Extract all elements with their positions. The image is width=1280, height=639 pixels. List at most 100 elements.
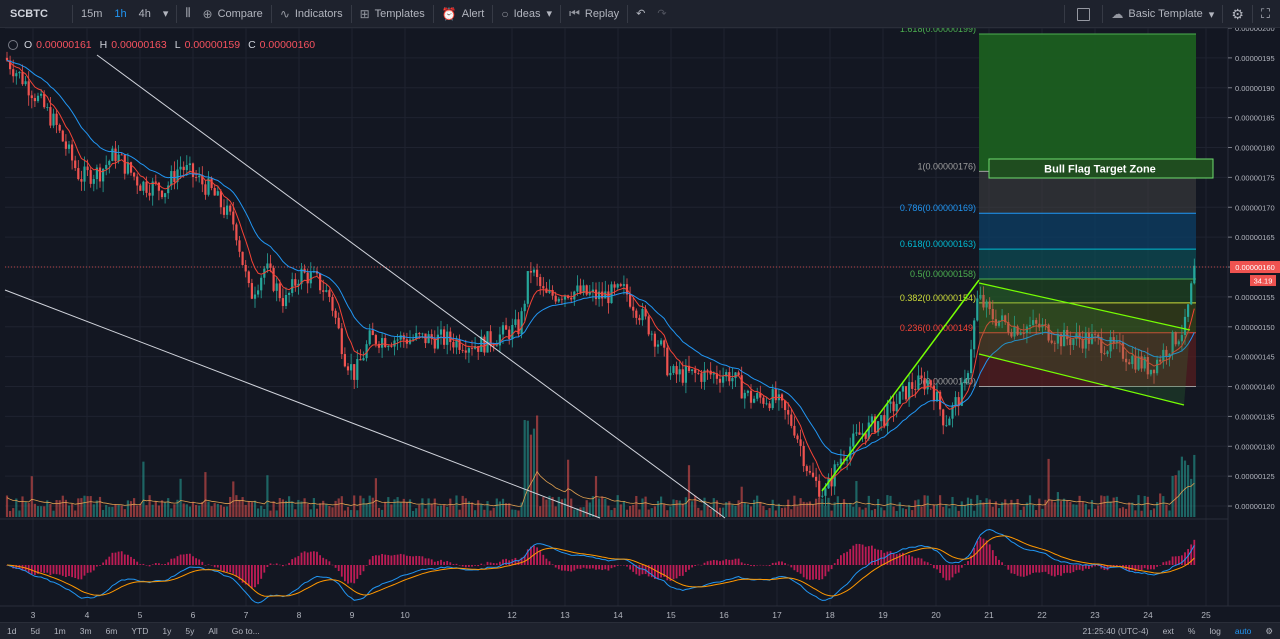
volume-bar	[157, 505, 160, 517]
macd-histogram-bar	[260, 565, 263, 579]
macd-histogram-bar	[753, 565, 755, 567]
range-all-button[interactable]: All	[208, 626, 218, 636]
range-1d-button[interactable]: 1d	[7, 626, 17, 636]
clock[interactable]: 21:25:40 (UTC-4)	[1082, 626, 1149, 636]
macd-histogram-bar	[375, 555, 377, 565]
ext-toggle[interactable]: ext	[1162, 626, 1174, 636]
candle-body	[430, 334, 433, 339]
volume-bar	[765, 510, 768, 517]
alert-button[interactable]: ⏰ Alert	[436, 0, 491, 28]
flag-channel-lower	[978, 353, 1185, 406]
volume-bar	[247, 501, 250, 517]
volume-bar	[58, 500, 61, 517]
volume-bar	[1044, 499, 1047, 517]
volume-bar	[495, 498, 498, 517]
symbol-search[interactable]: SCBTC	[10, 7, 48, 20]
range-1y-button[interactable]: 1y	[162, 626, 172, 636]
macd-histogram-bar	[77, 565, 80, 580]
high-label: H	[99, 39, 108, 51]
volume-bar	[461, 495, 464, 517]
volume-bar	[1019, 509, 1022, 517]
macd-histogram-bar	[1165, 561, 1168, 565]
candle-body	[247, 271, 250, 284]
volume-bar	[284, 500, 288, 517]
macd-histogram-bar	[151, 564, 154, 565]
candle-body	[1063, 329, 1066, 347]
interval-1h-button[interactable]: 1h	[114, 7, 127, 20]
volume-bar	[1125, 508, 1128, 517]
candle-body	[61, 130, 64, 142]
chart-style-button[interactable]: ⫼	[179, 0, 196, 28]
goto-button[interactable]: Go to...	[231, 626, 260, 636]
macd-histogram-bar	[232, 565, 235, 574]
volume-bar	[148, 495, 151, 517]
macd-histogram-bar	[170, 558, 173, 565]
candle-body	[117, 154, 120, 162]
interval-15m-button[interactable]: 15m	[81, 7, 103, 20]
range-ytd-button[interactable]: YTD	[131, 626, 149, 636]
range-5d-button[interactable]: 5d	[30, 626, 40, 636]
candle-body	[619, 284, 622, 286]
candle-body	[390, 345, 393, 347]
compare-button[interactable]: ⊕ Compare	[197, 0, 269, 28]
layout-button[interactable]	[1067, 0, 1100, 28]
legend-toggle-icon[interactable]	[8, 40, 18, 50]
volume-bar	[849, 502, 852, 517]
macd-histogram-bar	[158, 563, 160, 565]
macd-histogram-bar	[108, 556, 111, 565]
volume-bar	[672, 499, 675, 517]
macd-histogram-bar	[957, 565, 960, 573]
volume-bar	[421, 498, 424, 517]
macd-histogram-bar	[368, 559, 371, 565]
candle-body	[576, 285, 579, 292]
replay-button[interactable]: ⏮ Replay	[563, 0, 625, 28]
auto-toggle[interactable]: auto	[1234, 626, 1252, 636]
macd-histogram-bar	[1069, 565, 1072, 574]
volume-bar	[105, 505, 108, 517]
ideas-button[interactable]: ○ Ideas ▾	[495, 0, 558, 28]
macd-histogram-bar	[840, 555, 842, 565]
range-6m-button[interactable]: 6m	[105, 626, 118, 636]
volume-bar	[691, 501, 694, 517]
macd-histogram-bar	[1053, 565, 1056, 577]
template-selector[interactable]: ☁ Basic Template ▾	[1105, 0, 1220, 28]
log-toggle[interactable]: log	[1209, 626, 1221, 636]
macd-histogram-bar	[247, 565, 250, 587]
interval-dropdown-icon[interactable]: ▾	[162, 8, 169, 20]
range-3m-button[interactable]: 3m	[79, 626, 92, 636]
volume-bar	[557, 496, 560, 517]
candle-body	[114, 148, 117, 162]
macd-histogram-bar	[613, 565, 616, 568]
volume-bar	[1007, 504, 1010, 517]
macd-histogram-bar	[740, 562, 743, 565]
macd-histogram-bar	[86, 565, 89, 573]
macd-histogram-bar	[437, 561, 439, 565]
undo-button[interactable]: ↶	[630, 0, 651, 28]
volume-bar	[948, 508, 951, 517]
macd-histogram-bar	[80, 565, 83, 580]
chart-canvas[interactable]: 1.618(0.00000199) 1(0.00000176) 0.786(0.00…	[0, 28, 1280, 622]
macd-histogram-bar	[995, 556, 997, 565]
candle-body	[1032, 320, 1035, 325]
candle-body	[1081, 339, 1084, 349]
candle-body	[706, 370, 709, 372]
indicators-button[interactable]: ∿ Indicators	[274, 0, 349, 28]
candle-body	[880, 415, 883, 422]
price-tick-label: 0.00000135	[1235, 412, 1275, 421]
chart-settings-button[interactable]: ⚙	[1258, 626, 1280, 637]
fullscreen-button[interactable]: ⛶	[1255, 0, 1280, 28]
macd-histogram-bar	[1060, 565, 1062, 576]
time-tick-label: 21	[984, 610, 994, 620]
volume-bar	[935, 504, 939, 517]
range-1m-button[interactable]: 1m	[53, 626, 66, 636]
templates-button[interactable]: ⊞ Templates	[354, 0, 431, 28]
redo-button[interactable]: ↷	[651, 0, 672, 28]
macd-histogram-bar	[895, 554, 898, 565]
volume-bar	[517, 510, 520, 517]
interval-4h-button[interactable]: 4h	[138, 7, 151, 20]
settings-button[interactable]: ⚙	[1225, 0, 1250, 28]
candle-body	[734, 372, 737, 379]
macd-histogram-bar	[1146, 565, 1149, 570]
percent-toggle[interactable]: %	[1187, 626, 1196, 636]
range-5y-button[interactable]: 5y	[185, 626, 195, 636]
